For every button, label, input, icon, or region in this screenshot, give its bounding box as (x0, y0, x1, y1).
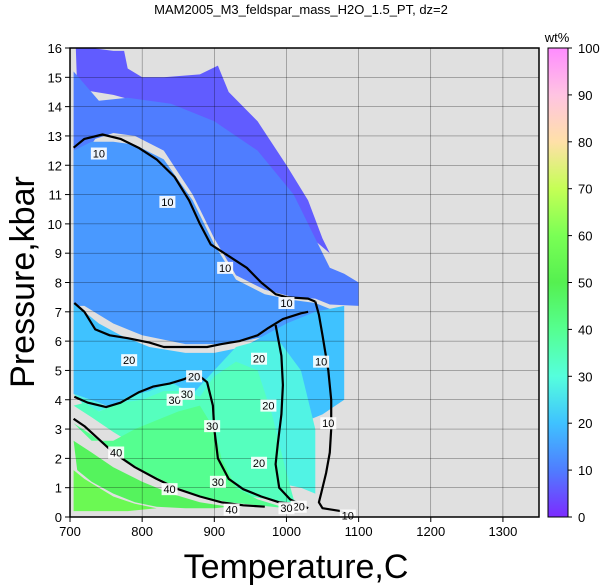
contour-label-15: 30 (206, 421, 218, 433)
contour-label-bg-13 (166, 393, 183, 406)
colorbar-tick-label-1: 10 (578, 463, 592, 478)
colorbar (547, 47, 569, 518)
colorbar-tick-label-7: 70 (578, 182, 592, 197)
contour-label-13: 30 (168, 395, 180, 407)
contour-line-10-0 (72, 133, 316, 303)
contour-label-16: 30 (212, 477, 224, 489)
x-tick-label-4: 1100 (345, 524, 373, 539)
heatmap-region-2 (73, 141, 330, 345)
colorbar-tick-label-2: 20 (578, 416, 592, 431)
contour-label-bg-0 (90, 147, 107, 160)
y-tick-label-7: 7 (55, 305, 62, 320)
contour-label-8: 20 (188, 371, 200, 383)
contour-label-bg-9 (251, 352, 268, 365)
colorbar-tick-label-10: 100 (578, 41, 600, 56)
y-tick-label-9: 9 (55, 246, 62, 261)
colorbar-tick-label-5: 50 (578, 276, 592, 291)
contour-line-20-2 (73, 302, 309, 349)
y-tick-label-16: 16 (48, 41, 62, 56)
y-tick-label-4: 4 (55, 393, 62, 408)
y-tick-label-13: 13 (48, 129, 62, 144)
colorbar-tick-label-3: 30 (578, 369, 592, 384)
contour-label-bg-5 (320, 417, 337, 430)
y-tick-label-3: 3 (55, 422, 62, 437)
x-tick-label-3: 1000 (272, 524, 301, 539)
contour-label-bg-7 (121, 354, 138, 367)
colorbar-tick-label-9: 90 (578, 88, 592, 103)
heatmap-region-7 (73, 440, 229, 509)
contour-label-bg-11 (251, 456, 268, 469)
contour-label-12: 20 (293, 502, 305, 514)
heatmap-region-1 (73, 71, 359, 306)
x-axis-label: Temperature,C (184, 548, 409, 586)
x-axis-ticks: 700 800 900 1000 1100 1200 1300 (59, 517, 517, 539)
contour-label-bg-3 (278, 297, 295, 310)
heatmap-region-0 (75, 48, 330, 254)
y-tick-label-0: 0 (55, 510, 62, 525)
contour-label-0: 10 (93, 149, 105, 161)
x-tick-label-6: 1300 (488, 524, 517, 539)
y-tick-label-5: 5 (55, 363, 62, 378)
colorbar-tick-label-0: 0 (578, 510, 585, 525)
contour-label-4: 10 (315, 357, 327, 369)
chart-title: MAM2005_M3_feldspar_mass_H2O_1.5_PT, dz=… (154, 2, 448, 17)
y-tick-label-1: 1 (55, 481, 62, 496)
contour-label-bg-4 (313, 355, 330, 368)
contour-label-7: 20 (123, 355, 135, 367)
y-tick-label-6: 6 (55, 334, 62, 349)
contour-label-17: 30 (280, 503, 292, 515)
contour-line-20-3 (274, 324, 309, 510)
y-tick-label-2: 2 (55, 451, 62, 466)
contour-label-2: 10 (219, 263, 231, 275)
contour-line-10-1 (314, 301, 352, 517)
contour-label-bg-14 (178, 387, 195, 400)
y-tick-label-12: 12 (48, 158, 62, 173)
colorbar-tick-label-4: 40 (578, 322, 592, 337)
contour-label-bg-10 (260, 399, 277, 412)
contour-label-bg-19 (161, 483, 178, 496)
contour-lines (72, 133, 352, 517)
contour-label-3: 10 (280, 298, 292, 310)
y-axis-label: Pressure,kbar (4, 176, 42, 388)
colorbar-tick-label-8: 80 (578, 135, 592, 150)
x-tick-label-0: 700 (59, 524, 81, 539)
contour-label-20: 40 (225, 505, 237, 517)
colorbar-label: wt% (544, 30, 570, 45)
contour-label-19: 40 (163, 484, 175, 496)
contour-label-bg-17 (278, 502, 295, 515)
contour-label-bg-1 (159, 195, 176, 208)
x-tick-label-2: 900 (203, 524, 225, 539)
contour-label-5: 10 (322, 418, 334, 430)
x-tick-label-5: 1200 (416, 524, 445, 539)
contour-label-bg-8 (186, 370, 203, 383)
y-tick-label-11: 11 (49, 188, 63, 203)
y-tick-label-8: 8 (55, 276, 62, 291)
x-tick-label-1: 800 (131, 524, 153, 539)
contour-label-11: 20 (253, 458, 265, 470)
contour-label-18: 40 (110, 448, 122, 460)
contour-label-bg-2 (217, 261, 234, 274)
contour-label-bg-18 (108, 446, 125, 459)
contour-label-bg-20 (223, 503, 240, 516)
colorbar-ticks: 0 10 20 30 40 50 60 70 80 90 100 (568, 41, 600, 525)
contour-line-40-5 (72, 417, 265, 508)
contour-label-bg-12 (290, 500, 307, 513)
heatmap-region-8 (73, 470, 157, 512)
contour-label-bg-6 (339, 509, 356, 522)
contour-label-bg-16 (209, 475, 226, 488)
contour-label-10: 20 (262, 401, 274, 413)
y-tick-label-14: 14 (48, 100, 62, 115)
y-tick-label-15: 15 (48, 70, 62, 85)
contour-label-14: 30 (181, 389, 193, 401)
contour-label-1: 10 (161, 197, 173, 209)
contour-label-bg-15 (204, 420, 221, 433)
colorbar-tick-label-6: 60 (578, 229, 592, 244)
contour-label-9: 20 (253, 354, 265, 366)
y-tick-label-10: 10 (48, 217, 62, 232)
